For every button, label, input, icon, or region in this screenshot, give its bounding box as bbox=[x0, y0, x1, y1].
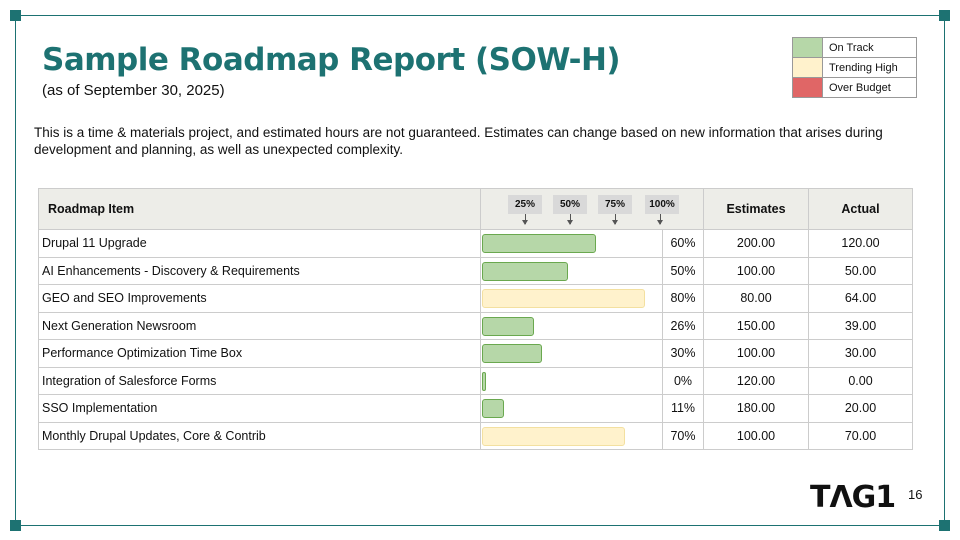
percent-complete: 50% bbox=[662, 256, 704, 285]
header-actual: Actual bbox=[808, 188, 913, 230]
progress-bar bbox=[482, 261, 568, 281]
page-title: Sample Roadmap Report (SOW-H) bbox=[42, 42, 621, 78]
progress-marker: 50% bbox=[553, 195, 587, 214]
corner bbox=[939, 10, 950, 21]
marker-arrow bbox=[657, 214, 663, 225]
actual-value: 50.00 bbox=[808, 256, 913, 285]
legend-swatch bbox=[792, 57, 823, 78]
frame-top bbox=[20, 15, 940, 16]
estimates-value: 150.00 bbox=[703, 311, 809, 340]
table-row: Integration of Salesforce Forms 0% 120.0… bbox=[38, 366, 913, 395]
progress-cell bbox=[480, 339, 663, 368]
percent-complete: 26% bbox=[662, 311, 704, 340]
page-number: 16 bbox=[908, 487, 923, 502]
legend-swatch bbox=[792, 77, 823, 98]
estimates-value: 200.00 bbox=[703, 229, 809, 258]
progress-cell bbox=[480, 256, 663, 285]
progress-bar bbox=[482, 399, 505, 418]
frame-bottom bbox=[20, 525, 940, 526]
progress-cell bbox=[480, 366, 663, 395]
actual-value: 30.00 bbox=[808, 339, 913, 368]
corner bbox=[10, 10, 21, 21]
percent-complete: 70% bbox=[662, 421, 704, 450]
progress-bar bbox=[482, 371, 486, 391]
estimates-value: 100.00 bbox=[703, 421, 809, 450]
table-row: Monthly Drupal Updates, Core & Contrib 7… bbox=[38, 421, 913, 450]
frame-left bbox=[15, 20, 16, 520]
progress-cell bbox=[480, 284, 663, 313]
table-row: AI Enhancements - Discovery & Requiremen… bbox=[38, 256, 913, 285]
actual-value: 70.00 bbox=[808, 421, 913, 450]
corner bbox=[939, 520, 950, 531]
legend: On Track Trending High Over Budget bbox=[792, 37, 917, 98]
page-subtitle: (as of September 30, 2025) bbox=[42, 82, 225, 99]
estimates-value: 100.00 bbox=[703, 339, 809, 368]
legend-label: Over Budget bbox=[822, 77, 917, 98]
percent-complete: 30% bbox=[662, 339, 704, 368]
roadmap-table: Roadmap Item 25% 50% 75% 100% Estimates Act… bbox=[38, 188, 913, 450]
actual-value: 20.00 bbox=[808, 394, 913, 423]
roadmap-item: SSO Implementation bbox=[38, 394, 481, 423]
progress-bar bbox=[482, 426, 625, 446]
progress-cell bbox=[480, 421, 663, 450]
table-row: SSO Implementation 11% 180.00 20.00 bbox=[38, 394, 913, 423]
progress-cell bbox=[480, 229, 663, 258]
estimates-value: 100.00 bbox=[703, 256, 809, 285]
estimates-value: 80.00 bbox=[703, 284, 809, 313]
estimates-value: 120.00 bbox=[703, 366, 809, 395]
progress-cell bbox=[480, 394, 663, 423]
legend-swatch bbox=[792, 37, 823, 58]
legend-label: Trending High bbox=[822, 57, 917, 78]
legend-item: Over Budget bbox=[792, 77, 917, 98]
progress-bar bbox=[482, 344, 543, 363]
actual-value: 64.00 bbox=[808, 284, 913, 313]
legend-item: On Track bbox=[792, 37, 917, 58]
actual-value: 120.00 bbox=[808, 229, 913, 258]
roadmap-item: AI Enhancements - Discovery & Requiremen… bbox=[38, 256, 481, 285]
progress-bar bbox=[482, 316, 534, 336]
progress-marker: 25% bbox=[508, 195, 542, 214]
estimates-value: 180.00 bbox=[703, 394, 809, 423]
progress-cell bbox=[480, 311, 663, 340]
percent-complete: 0% bbox=[662, 366, 704, 395]
marker-arrow bbox=[522, 214, 528, 225]
marker-arrow bbox=[612, 214, 618, 225]
progress-bar bbox=[482, 234, 596, 253]
progress-marker: 100% bbox=[645, 195, 679, 214]
table-row: Next Generation Newsroom 26% 150.00 39.0… bbox=[38, 311, 913, 340]
roadmap-item: Integration of Salesforce Forms bbox=[38, 366, 481, 395]
table-row: Drupal 11 Upgrade 60% 200.00 120.00 bbox=[38, 229, 913, 258]
roadmap-item: Drupal 11 Upgrade bbox=[38, 229, 481, 258]
percent-complete: 60% bbox=[662, 229, 704, 258]
actual-value: 39.00 bbox=[808, 311, 913, 340]
table-row: GEO and SEO Improvements 80% 80.00 64.00 bbox=[38, 284, 913, 313]
legend-item: Trending High bbox=[792, 57, 917, 78]
header-estimates: Estimates bbox=[703, 188, 809, 230]
roadmap-item: GEO and SEO Improvements bbox=[38, 284, 481, 313]
frame-right bbox=[944, 20, 945, 520]
corner bbox=[10, 520, 21, 531]
roadmap-item: Monthly Drupal Updates, Core & Contrib bbox=[38, 421, 481, 450]
tag1-logo: TΛG1 bbox=[810, 480, 896, 515]
percent-complete: 80% bbox=[662, 284, 704, 313]
marker-arrow bbox=[567, 214, 573, 225]
roadmap-item: Performance Optimization Time Box bbox=[38, 339, 481, 368]
description: This is a time & materials project, and … bbox=[34, 125, 883, 157]
header-progress: 25% 50% 75% 100% bbox=[480, 188, 704, 230]
roadmap-item: Next Generation Newsroom bbox=[38, 311, 481, 340]
header-item: Roadmap Item bbox=[38, 188, 481, 230]
progress-bar bbox=[482, 289, 646, 308]
table-row: Performance Optimization Time Box 30% 10… bbox=[38, 339, 913, 368]
percent-complete: 11% bbox=[662, 394, 704, 423]
progress-marker: 75% bbox=[598, 195, 632, 214]
legend-label: On Track bbox=[822, 37, 917, 58]
actual-value: 0.00 bbox=[808, 366, 913, 395]
